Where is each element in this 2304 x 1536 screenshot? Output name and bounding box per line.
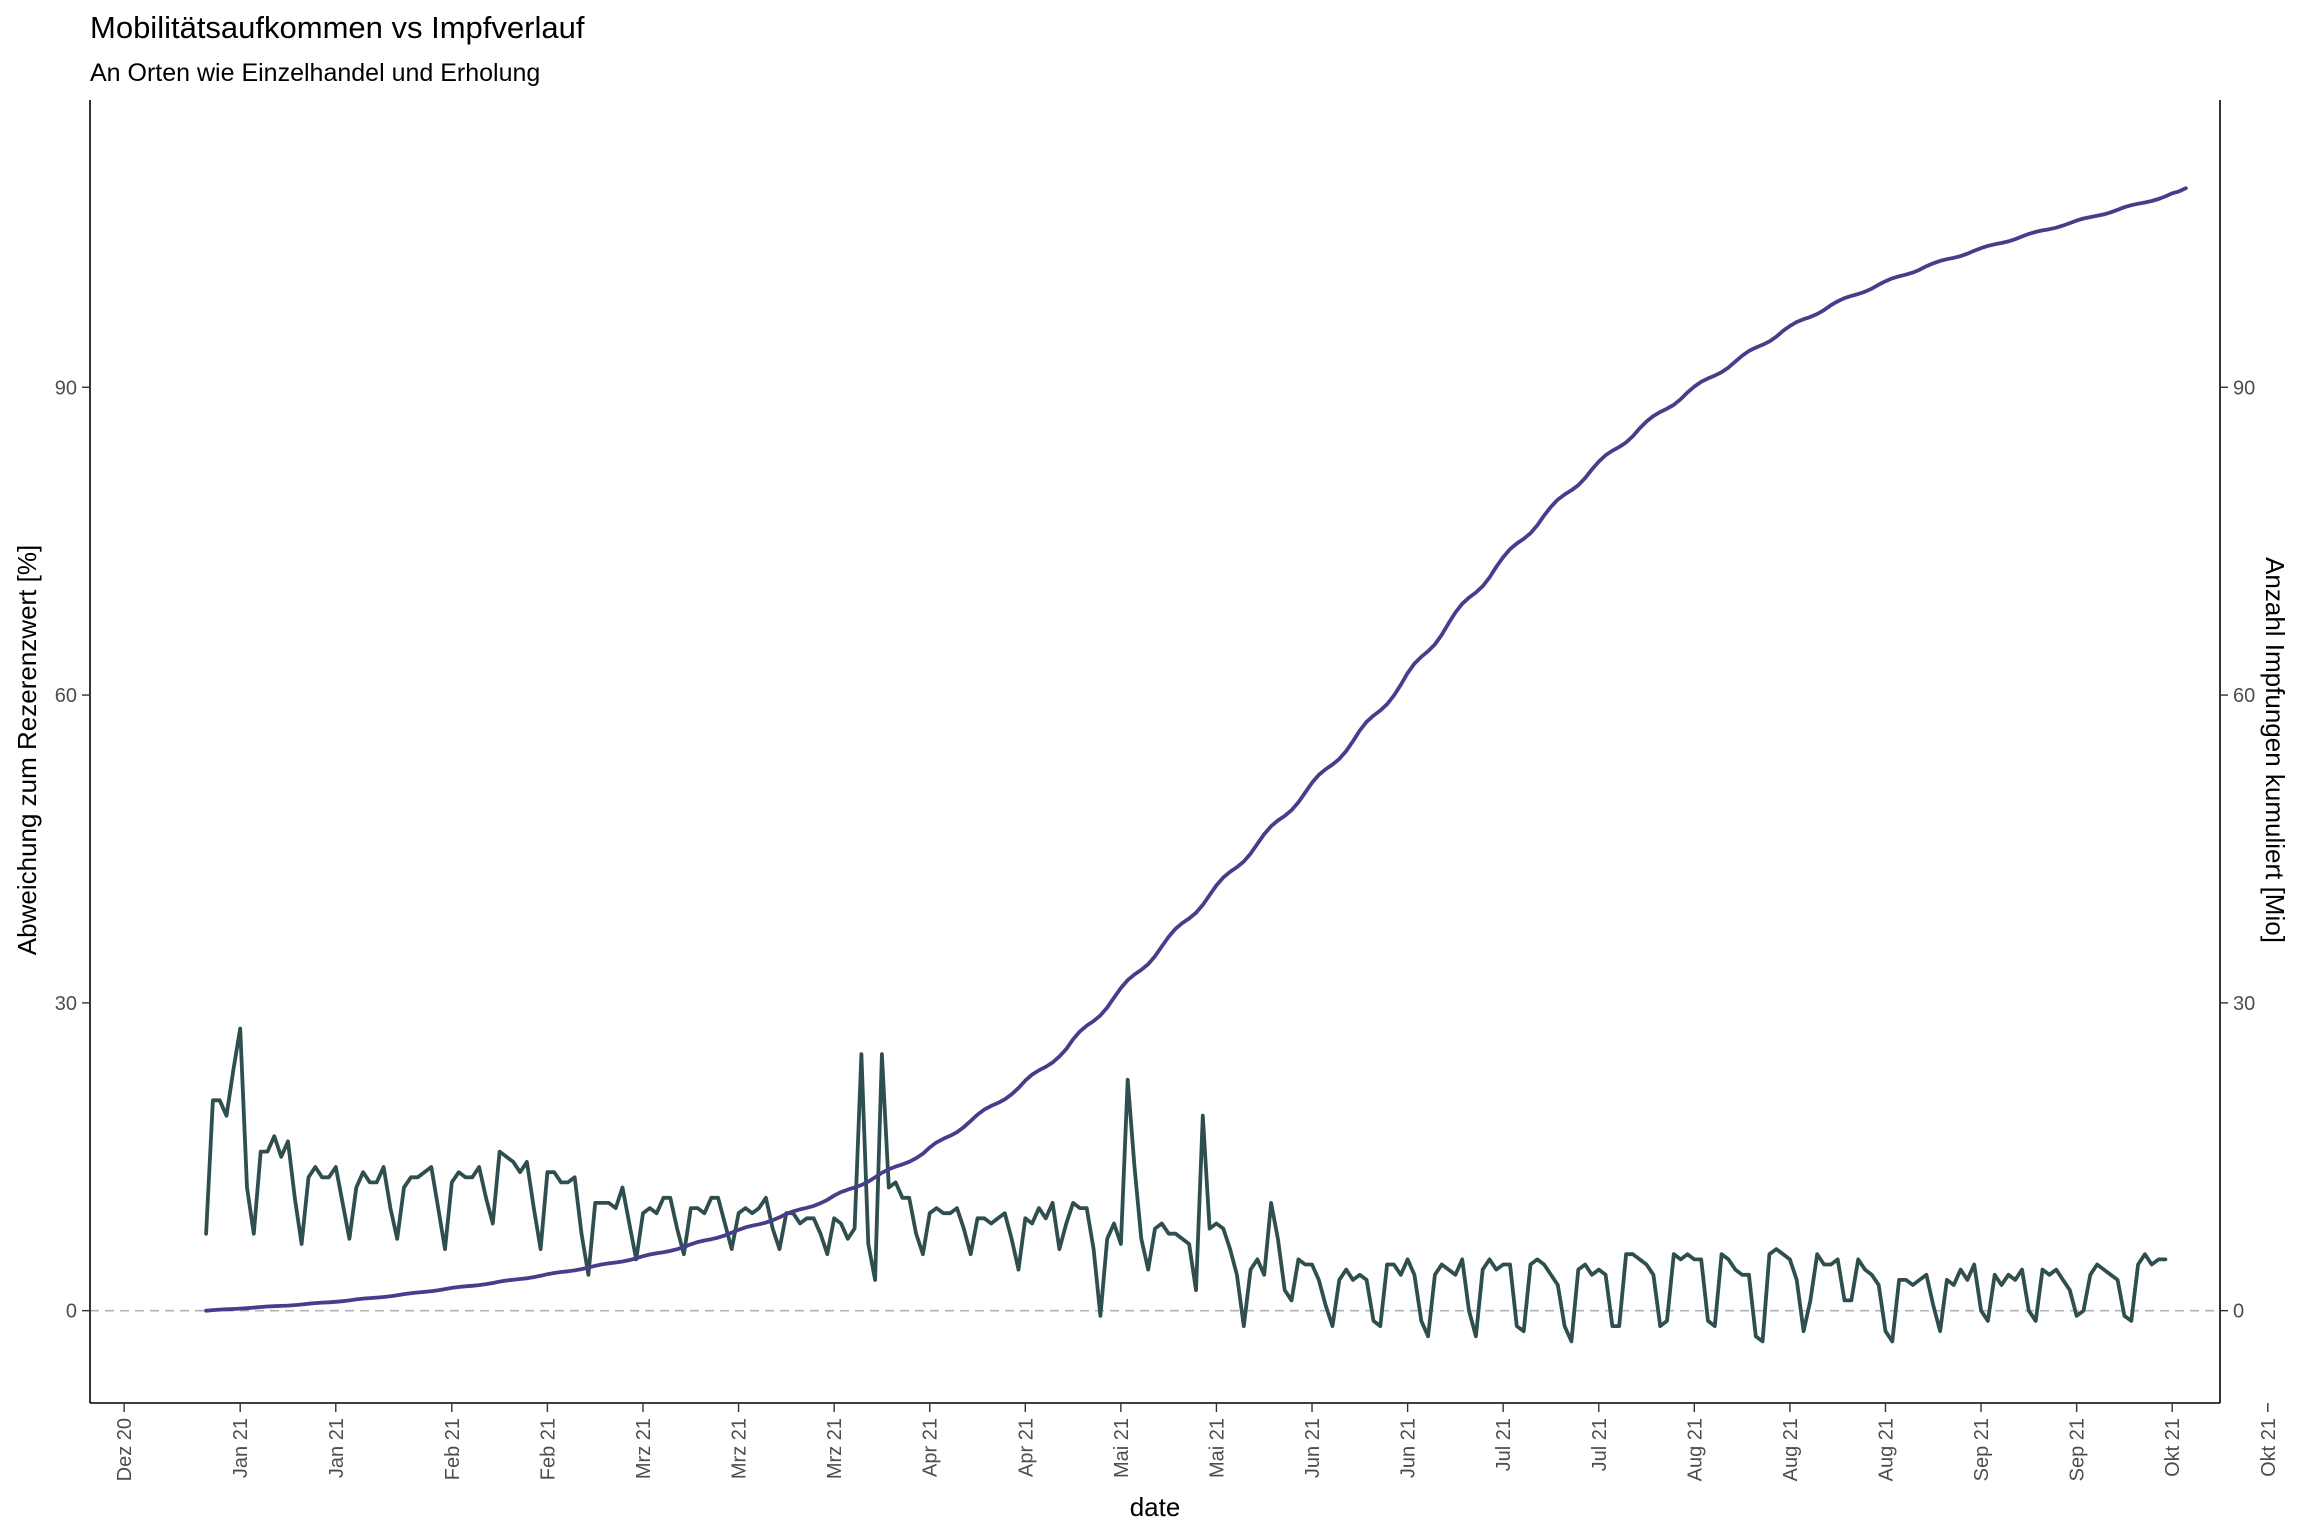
chart-title: Mobilitätsaufkommen vs Impfverlauf xyxy=(90,10,585,45)
x-tick-label: Feb 21 xyxy=(442,1418,464,1480)
x-tick-label: Sep 21 xyxy=(1971,1418,1993,1481)
left-y-ticks: 0 30 60 90 xyxy=(55,377,90,1323)
x-tick-label: Mrz 21 xyxy=(729,1418,751,1479)
chart-subtitle: An Orten wie Einzelhandel und Erholung xyxy=(90,59,540,87)
right-y-tick-label: 60 xyxy=(2233,685,2255,707)
right-y-ticks: 0 30 60 90 xyxy=(2220,377,2255,1323)
x-tick-label: Apr 21 xyxy=(1015,1418,1037,1477)
x-tick-label: Sep 21 xyxy=(2067,1418,2089,1481)
x-tick-label: Mrz 21 xyxy=(824,1418,846,1479)
x-axis-title: date xyxy=(1130,1492,1181,1522)
x-tick-label: Jan 21 xyxy=(326,1418,348,1478)
x-ticks: Dez 20 Jan 21 Jan 21 Feb 21 Feb 21 Mrz 21 Mrz … xyxy=(114,1403,2280,1481)
left-y-tick-label: 90 xyxy=(55,377,77,399)
x-tick-label: Mai 21 xyxy=(1111,1418,1133,1478)
right-y-axis-title: Anzahl Impfungen kumuliert [Mio] xyxy=(2260,557,2290,943)
series-layer xyxy=(204,186,2188,1344)
left-y-tick-label: 0 xyxy=(66,1301,77,1323)
x-tick-label: Okt 21 xyxy=(2162,1418,2184,1477)
right-y-tick-label: 90 xyxy=(2233,377,2255,399)
x-tick-label: Apr 21 xyxy=(920,1418,942,1477)
x-tick-label: Mai 21 xyxy=(1206,1418,1228,1478)
mobility-deviation-line xyxy=(204,1026,2168,1344)
x-tick-label: Mrz 21 xyxy=(633,1418,655,1479)
x-tick-label: Dez 20 xyxy=(114,1418,136,1481)
left-y-tick-label: 60 xyxy=(55,685,77,707)
right-y-tick-label: 30 xyxy=(2233,993,2255,1015)
x-tick-label: Jun 21 xyxy=(1398,1418,1420,1478)
x-tick-label: Feb 21 xyxy=(537,1418,559,1480)
vaccination-cumulative-line xyxy=(204,186,2188,1313)
x-tick-label: Jul 21 xyxy=(1589,1418,1611,1471)
x-tick-label: Aug 21 xyxy=(1875,1418,1897,1481)
x-tick-label: Okt 21 xyxy=(2258,1418,2280,1477)
left-y-axis-title: Abweichung zum Rezerenzwert [%] xyxy=(12,545,42,955)
x-tick-label: Jun 21 xyxy=(1302,1418,1324,1478)
x-tick-label: Aug 21 xyxy=(1684,1418,1706,1481)
x-tick-label: Aug 21 xyxy=(1780,1418,1802,1481)
right-y-tick-label: 0 xyxy=(2233,1301,2244,1323)
left-y-tick-label: 30 xyxy=(55,993,77,1015)
x-tick-label: Jan 21 xyxy=(230,1418,252,1478)
x-tick-label: Jul 21 xyxy=(1493,1418,1515,1471)
